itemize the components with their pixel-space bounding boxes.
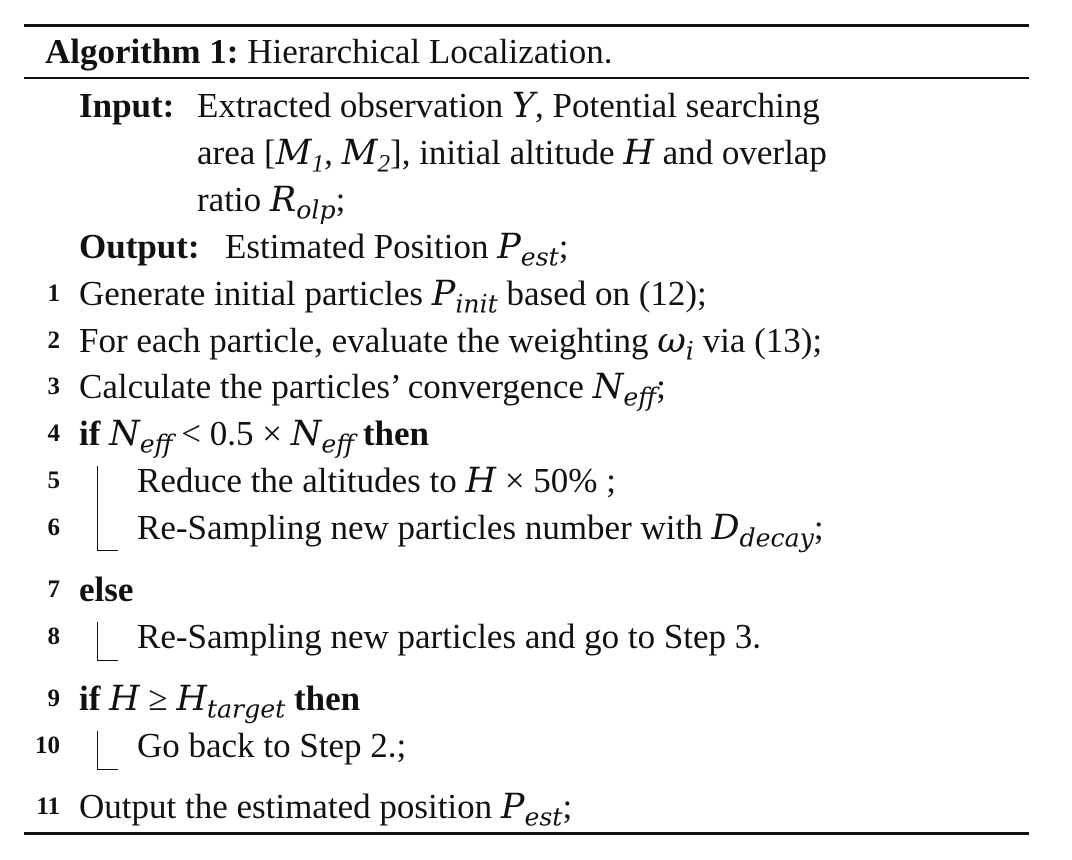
step-number: 1 — [47, 280, 61, 307]
step-line: Re-Sampling new particles and go to Step… — [137, 617, 762, 656]
top-rule — [24, 24, 1029, 27]
step-line: Generate initial particles Pinit based o… — [79, 274, 707, 319]
step-number: 6 — [47, 514, 61, 541]
block-bracket — [97, 622, 118, 661]
step-number: 10 — [35, 732, 60, 759]
bottom-rule — [24, 832, 1029, 835]
step-line: if Neff < 0.5 × Neff then — [79, 414, 430, 459]
input-line-1: Extracted observation Y, Potential searc… — [197, 86, 820, 126]
input-line-2: area [M1, M2], initial altitude H and ov… — [197, 133, 827, 178]
step-number: 4 — [47, 420, 61, 447]
block-bracket — [97, 731, 118, 770]
step-line: Reduce the altitudes to H × 50% ; — [137, 461, 616, 501]
algorithm-title: Algorithm 1: Hierarchical Localization. — [45, 30, 613, 74]
step-number: 3 — [47, 373, 61, 400]
step-number: 9 — [47, 685, 61, 712]
step-number: 2 — [47, 327, 61, 354]
block-bracket — [97, 466, 118, 551]
step-line: Go back to Step 2.; — [137, 726, 407, 765]
output-text: Estimated Position Pest; — [225, 227, 569, 272]
step-line: else — [79, 570, 134, 609]
algorithm-label: Algorithm 1: — [45, 32, 239, 71]
step-line: Calculate the particles’ convergence Nef… — [79, 367, 666, 412]
step-number: 11 — [36, 793, 60, 820]
input-line-3: ratio Rolp; — [197, 180, 346, 225]
step-line: Re-Sampling new particles number with Dd… — [137, 508, 824, 553]
input-label: Input: — [79, 86, 175, 125]
header-rule — [24, 77, 1029, 79]
algorithm-name: Hierarchical Localization. — [247, 32, 613, 71]
step-number: 5 — [47, 467, 61, 494]
step-line: For each particle, evaluate the weightin… — [79, 321, 823, 366]
step-line: Output the estimated position Pest; — [79, 787, 573, 832]
step-number: 7 — [47, 576, 61, 603]
output-label: Output: — [79, 227, 200, 266]
step-line: if H ≥ Htarget then — [79, 679, 361, 724]
step-number: 8 — [47, 623, 61, 650]
